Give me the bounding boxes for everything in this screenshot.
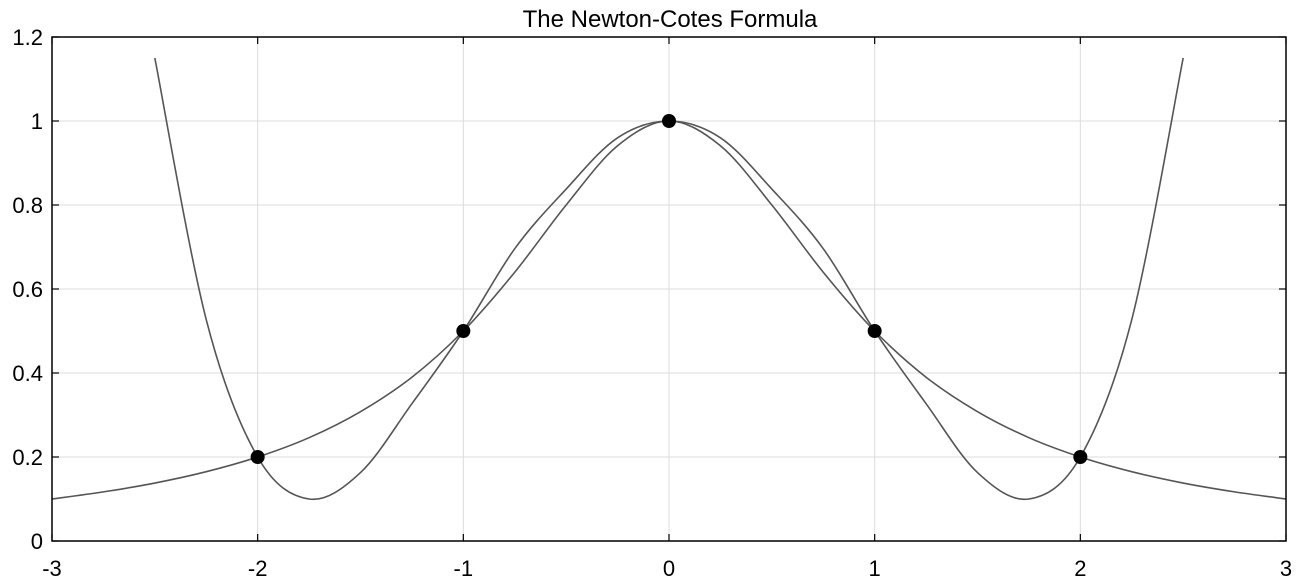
data-point-marker	[250, 450, 265, 464]
y-tick-label: 0.8	[12, 193, 43, 218]
tick-labels: -3 -2 -1 0 1 2 3 0 0.2 0.4 0.6 0.8 1 1.2	[12, 25, 1292, 581]
data-point-marker	[867, 324, 882, 338]
y-tick-label: 0.6	[12, 277, 43, 302]
y-tick-label: 0	[31, 529, 43, 554]
grid-lines	[51, 36, 1287, 542]
data-point-marker	[662, 114, 676, 128]
x-tick-label: -2	[248, 556, 268, 581]
x-tick-label: 3	[1280, 556, 1292, 581]
y-tick-label: 1	[31, 109, 43, 134]
data-point-marker	[1073, 450, 1088, 464]
x-tick-label: 0	[663, 556, 675, 581]
x-tick-label: -1	[454, 556, 474, 581]
y-tick-label: 0.2	[12, 445, 43, 470]
chart-title: The Newton-Cotes Formula	[523, 6, 818, 33]
axis-ticks	[51, 36, 1287, 542]
x-tick-label: 1	[869, 556, 881, 581]
data-markers	[250, 114, 1088, 464]
y-tick-label: 1.2	[12, 25, 43, 50]
x-tick-label: -3	[42, 556, 62, 581]
data-point-marker	[456, 324, 471, 338]
y-tick-label: 0.4	[12, 361, 43, 386]
x-tick-label: 2	[1074, 556, 1086, 581]
